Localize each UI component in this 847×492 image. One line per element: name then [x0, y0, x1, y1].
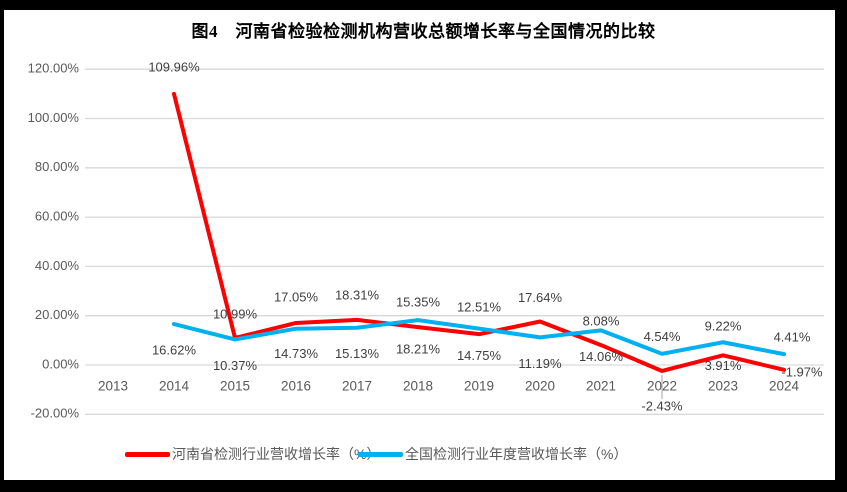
data-label: 17.64% — [518, 290, 563, 305]
national-series-line — [172, 318, 786, 357]
y-tick-label: -20.00% — [31, 406, 80, 421]
x-tick-label: 2016 — [281, 379, 311, 394]
data-label: 109.96% — [148, 59, 200, 74]
y-tick-label: 120.00% — [28, 61, 80, 76]
data-label: 14.73% — [274, 346, 319, 361]
data-label: 3.91% — [705, 358, 742, 373]
y-tick-label: 100.00% — [28, 110, 80, 125]
data-label: 10.37% — [213, 358, 258, 373]
frame-border-bottom — [0, 480, 847, 492]
y-tick-label: 20.00% — [35, 307, 80, 322]
y-tick-label: 60.00% — [35, 209, 80, 224]
data-label: 16.62% — [152, 342, 197, 357]
x-tick-label: 2021 — [586, 379, 616, 394]
y-tick-label: 0.00% — [42, 356, 79, 371]
data-label: 14.75% — [457, 348, 502, 363]
henan-series-line — [172, 91, 786, 373]
henan-line-swatch-icon — [125, 451, 170, 457]
data-label: 10.99% — [213, 306, 258, 321]
x-tick-label: 2015 — [220, 379, 250, 394]
data-label: 12.51% — [457, 300, 502, 315]
y-tick-label: 80.00% — [35, 159, 80, 174]
legend-item-henan: 河南省检测行业营收增长率（%） — [125, 444, 380, 464]
x-tick-label: 2023 — [708, 379, 738, 394]
data-label: 18.31% — [335, 287, 380, 302]
data-label: -1.97% — [781, 364, 823, 379]
chart-title: 图4 河南省检验检测机构营收总额增长率与全国情况的比较 — [191, 22, 656, 41]
data-label: 9.22% — [705, 319, 742, 334]
data-label: 8.08% — [583, 314, 620, 329]
legend: 河南省检测行业营收增长率（%） 全国检测行业年度营收增长率（%） — [0, 444, 847, 464]
x-tick-label: 2014 — [159, 379, 190, 394]
data-label: -2.43% — [641, 398, 683, 413]
data-label: 17.05% — [274, 289, 319, 304]
legend-item-national: 全国检测行业年度营收增长率（%） — [358, 444, 627, 464]
y-tick-label: 40.00% — [35, 258, 80, 273]
frame-border-right — [835, 0, 847, 492]
data-label: 4.54% — [644, 329, 681, 344]
x-tick-label: 2024 — [769, 379, 800, 394]
frame-border-top — [0, 0, 847, 10]
data-label: 15.35% — [396, 295, 441, 310]
data-label: 11.19% — [518, 356, 562, 371]
x-tick-label: 2017 — [342, 379, 372, 394]
data-label: 15.13% — [335, 346, 380, 361]
legend-label-henan: 河南省检测行业营收增长率（%） — [172, 446, 381, 462]
x-tick-label: 2020 — [525, 379, 555, 394]
data-label: 14.06% — [579, 349, 624, 364]
x-tick-label: 2019 — [464, 379, 494, 394]
x-tick-label: 2018 — [403, 379, 433, 394]
data-label: 18.21% — [396, 342, 441, 357]
frame-border-left — [0, 0, 4, 492]
x-tick-label: 2013 — [98, 379, 128, 394]
national-line-swatch-icon — [358, 451, 403, 457]
data-label: 4.41% — [774, 330, 811, 345]
legend-label-national: 全国检测行业年度营收增长率（%） — [405, 446, 628, 462]
